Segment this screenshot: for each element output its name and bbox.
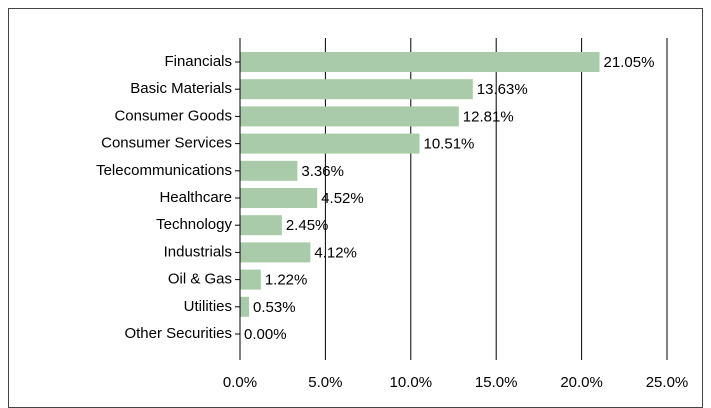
data-label: 1.22% — [265, 272, 308, 289]
data-label: 12.81% — [463, 108, 514, 125]
bar — [240, 269, 261, 290]
data-label: 21.05% — [604, 54, 655, 71]
data-label: 13.63% — [477, 81, 528, 98]
y-tick-label: Telecommunications — [96, 162, 232, 179]
x-tick-label: 0.0% — [223, 374, 257, 391]
bar — [240, 133, 420, 154]
y-tick-label: Financials — [164, 53, 232, 70]
x-tick-label: 20.0% — [560, 374, 603, 391]
data-label: 4.12% — [314, 244, 357, 261]
data-label: 2.45% — [286, 217, 329, 234]
y-tick-label: Industrials — [164, 243, 232, 260]
bar — [240, 106, 459, 127]
x-tick-label: 25.0% — [646, 374, 689, 391]
y-tick-label: Consumer Goods — [114, 107, 232, 124]
bar — [240, 188, 318, 208]
y-tick-label: Utilities — [184, 298, 232, 315]
data-label: 4.52% — [321, 190, 364, 207]
y-tick-label: Basic Materials — [130, 80, 232, 97]
bar — [240, 296, 250, 317]
y-tick-label: Consumer Services — [101, 135, 232, 152]
data-label: 10.51% — [424, 136, 475, 153]
y-tick-label: Oil & Gas — [168, 271, 232, 288]
y-tick-label: Healthcare — [159, 189, 232, 206]
x-tick-label: 15.0% — [475, 374, 518, 391]
bar — [240, 160, 298, 181]
data-label: 0.00% — [244, 326, 287, 343]
data-label: 3.36% — [301, 163, 344, 180]
data-label: 0.53% — [253, 299, 296, 316]
x-tick-label: 5.0% — [308, 374, 342, 391]
y-tick-label: Other Securities — [124, 325, 232, 342]
bar — [240, 242, 311, 263]
bar — [240, 52, 600, 72]
x-tick-label: 10.0% — [390, 374, 433, 391]
bar — [240, 215, 282, 236]
bar — [240, 79, 473, 100]
y-tick-label: Technology — [156, 216, 232, 233]
